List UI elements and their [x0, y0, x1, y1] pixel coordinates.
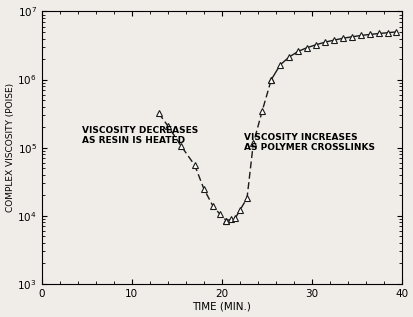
X-axis label: TIME (MIN.): TIME (MIN.) [192, 301, 251, 311]
Text: VISCOSITY DECREASES
AS RESIN IS HEATED: VISCOSITY DECREASES AS RESIN IS HEATED [82, 126, 198, 145]
Y-axis label: COMPLEX VISCOSITY (POISE): COMPLEX VISCOSITY (POISE) [5, 83, 14, 212]
Text: VISCOSITY INCREASES
AS POLYMER CROSSLINKS: VISCOSITY INCREASES AS POLYMER CROSSLINK… [244, 133, 375, 152]
